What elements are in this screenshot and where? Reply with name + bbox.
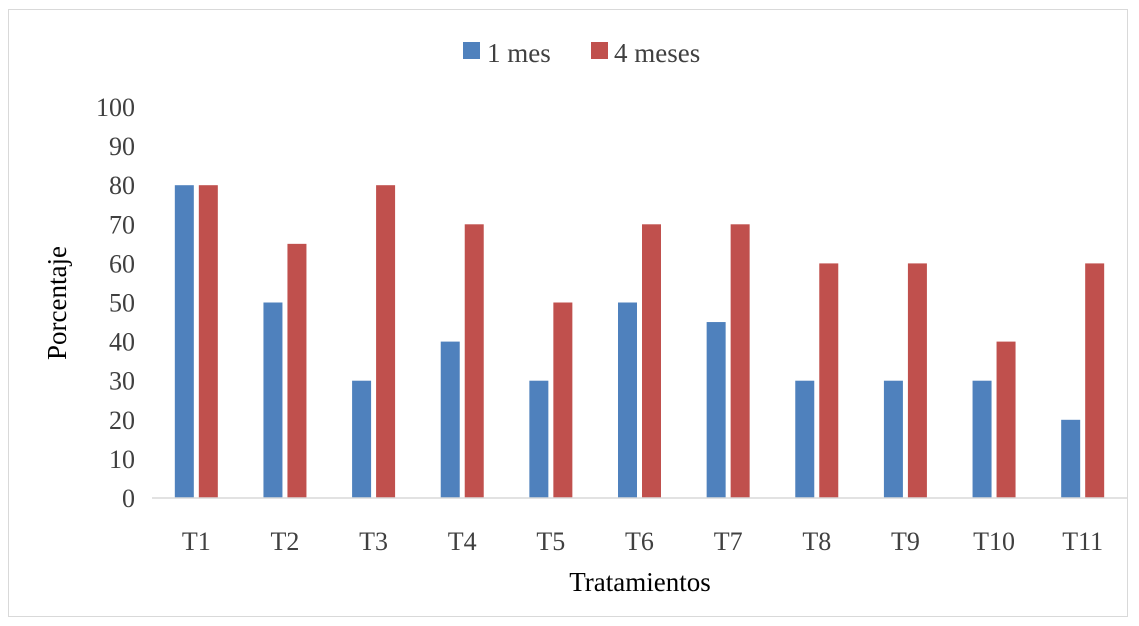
bar-t3-series-2: [376, 185, 396, 498]
x-tick-label-t10: T10: [973, 527, 1015, 556]
x-tick-label-t4: T4: [448, 527, 477, 556]
y-tick-label: 100: [96, 93, 135, 122]
bar-t7-series-2: [730, 224, 750, 499]
y-axis-ticks: 0 10 20 30 40 50 60 70 80 90 100: [96, 93, 135, 513]
bar-t4-series-2: [464, 224, 484, 499]
y-tick-label: 40: [109, 328, 135, 357]
x-axis-title: Tratamientos: [569, 567, 711, 597]
bar-t10-series-1: [972, 380, 992, 498]
bar-t4-series-1: [440, 341, 460, 498]
x-tick-label-t1: T1: [182, 527, 211, 556]
bar-t5-series-2: [553, 302, 573, 498]
bar-t6-series-1: [618, 302, 637, 498]
y-tick-label: 90: [109, 132, 135, 161]
y-tick-label: 10: [109, 445, 135, 474]
x-tick-label-t8: T8: [802, 527, 831, 556]
bar-t8-series-2: [819, 263, 839, 498]
legend-swatch-4-meses: [591, 42, 608, 59]
y-tick-label: 60: [109, 249, 135, 278]
bar-t1-series-2: [198, 185, 218, 498]
y-tick-label: 50: [109, 289, 135, 318]
bar-t5-series-1: [529, 380, 549, 498]
x-tick-label-t9: T9: [891, 527, 920, 556]
x-tick-label-t11: T11: [1062, 527, 1103, 556]
bar-t11-series-1: [1061, 419, 1081, 498]
y-tick-label: 70: [109, 210, 135, 239]
bar-t8-series-1: [795, 380, 815, 498]
x-tick-label-t3: T3: [359, 527, 388, 556]
bar-t11-series-2: [1085, 263, 1105, 498]
bar-t9-series-2: [907, 263, 927, 498]
x-tick-label-t6: T6: [625, 527, 654, 556]
x-tick-label-t7: T7: [714, 527, 743, 556]
bar-t10-series-2: [996, 341, 1016, 498]
y-tick-label: 30: [109, 367, 135, 396]
bar-t6-series-2: [642, 224, 661, 499]
y-tick-label: 80: [109, 171, 135, 200]
y-axis-title: Porcentaje: [42, 246, 72, 360]
x-axis-ticks: T1 T2 T3 T4 T5 T6 T7 T8 T9 T10 T11: [182, 527, 1103, 556]
x-tick-label-t2: T2: [271, 527, 300, 556]
y-tick-label: 0: [122, 484, 135, 513]
bars: [174, 185, 1105, 499]
legend-swatch-1-mes: [463, 42, 480, 59]
bar-t2-series-2: [287, 243, 307, 498]
bar-t1-series-1: [174, 185, 194, 498]
bar-t2-series-1: [263, 302, 283, 498]
bar-t9-series-1: [883, 380, 903, 498]
legend-label-1-mes: 1 mes: [487, 38, 551, 68]
x-tick-label-t5: T5: [536, 527, 565, 556]
legend-label-4-meses: 4 meses: [614, 38, 700, 68]
y-tick-label: 20: [109, 406, 135, 435]
bar-t3-series-1: [352, 380, 372, 498]
legend: 1 mes 4 meses: [463, 38, 700, 68]
bar-t7-series-1: [706, 322, 726, 498]
